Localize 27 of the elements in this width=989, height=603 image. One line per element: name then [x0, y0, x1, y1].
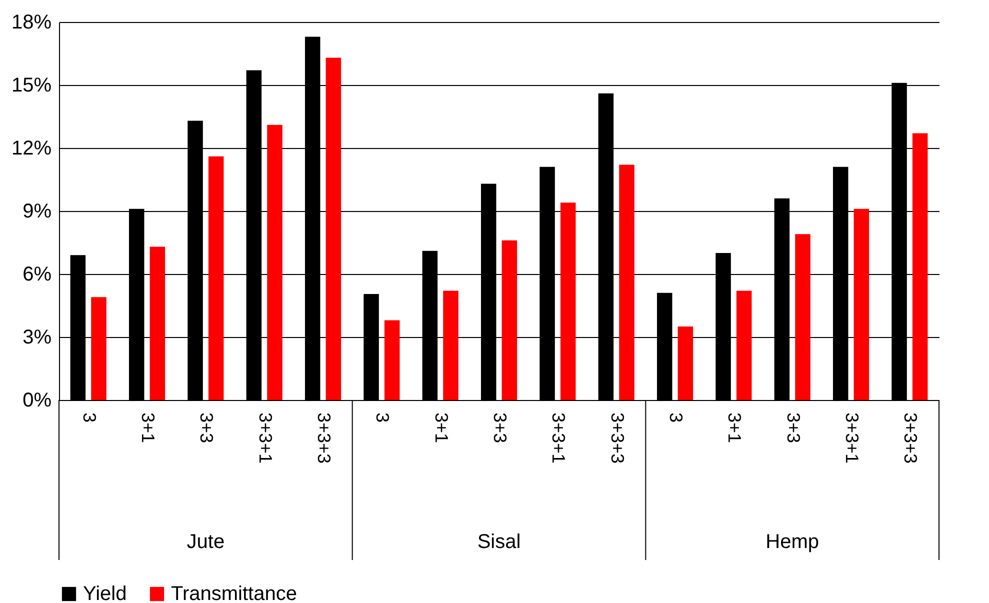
- y-tick-label: 18%: [11, 12, 52, 34]
- x-tick-label: 3: [372, 412, 393, 423]
- x-tick-label: 3+3+3: [900, 412, 921, 464]
- x-tick-label: 3: [666, 412, 686, 423]
- x-tick-label: 3+1: [431, 412, 452, 444]
- x-tick-label: 3+3+3: [314, 412, 334, 464]
- x-tick-label: 3+3+1: [548, 412, 569, 464]
- x-tick-label: 3+3+3: [607, 412, 628, 464]
- x-tick-label: 3+3+1: [255, 412, 276, 464]
- y-tick-label: 6%: [22, 264, 52, 286]
- y-tick-label: 0%: [22, 390, 52, 412]
- text: Sisal: [477, 531, 521, 553]
- text: Jute: [186, 531, 225, 553]
- x-tick-label: 3+3+1: [842, 412, 862, 464]
- y-tick-label: 3%: [22, 326, 52, 348]
- x-tick-label: 3: [79, 412, 100, 423]
- x-tick-label: 3+3: [783, 412, 804, 444]
- x-tick-label: 3+3: [196, 412, 217, 444]
- text: Hemp: [766, 531, 820, 553]
- legend-label: Yield: [83, 583, 127, 603]
- y-tick-label: 15%: [11, 74, 52, 96]
- x-tick-label: 3+3: [490, 412, 510, 444]
- x-tick-label: 3+1: [138, 412, 158, 444]
- legend-label: Transmittance: [171, 583, 297, 603]
- y-tick-label: 12%: [11, 138, 52, 160]
- x-tick-label: 3+1: [724, 412, 745, 444]
- y-tick-label: 9%: [22, 200, 52, 222]
